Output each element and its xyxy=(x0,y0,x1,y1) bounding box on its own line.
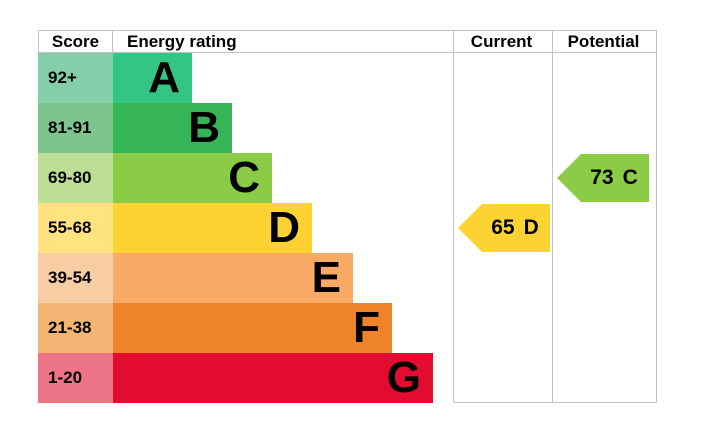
band-score-range: 81-91 xyxy=(38,103,113,153)
band-letter: A xyxy=(148,53,180,102)
band-row: 92+ A xyxy=(38,53,453,103)
current-rating-arrow: 65 D xyxy=(458,204,550,252)
potential-rating-letter: C xyxy=(622,166,638,189)
band-letter: F xyxy=(353,303,380,352)
band-row: 39-54 E xyxy=(38,253,453,303)
band-bar: E xyxy=(113,253,353,303)
band-score-range: 55-68 xyxy=(38,203,113,253)
band-score-range: 39-54 xyxy=(38,253,113,303)
column-separator-line xyxy=(552,30,553,403)
band-row: 21-38 F xyxy=(38,303,453,353)
band-row: 1-20 G xyxy=(38,353,453,403)
band-letter: E xyxy=(311,253,341,302)
band-bar: D xyxy=(113,203,312,253)
band-bar: A xyxy=(113,53,192,103)
current-rating-value: 65 xyxy=(491,216,515,239)
column-separator-line xyxy=(656,30,657,403)
band-bar: B xyxy=(113,103,232,153)
band-letter: G xyxy=(386,353,421,402)
band-score-range: 92+ xyxy=(38,53,113,103)
band-rows: 92+ A 81-91 B 69-80 C 55-68 D 39-54 E 21… xyxy=(38,53,453,403)
band-letter: B xyxy=(188,103,220,152)
band-bar: C xyxy=(113,153,272,203)
table-bottom-border xyxy=(453,402,657,403)
band-letter: C xyxy=(228,153,260,202)
band-bar: F xyxy=(113,303,392,353)
potential-rating-arrow: 73 C xyxy=(557,154,649,202)
band-row: 81-91 B xyxy=(38,103,453,153)
band-score-range: 21-38 xyxy=(38,303,113,353)
band-bar: G xyxy=(113,353,433,403)
header-score: Score xyxy=(38,31,113,52)
column-separator-line xyxy=(453,30,454,403)
current-rating-letter: D xyxy=(523,216,539,239)
chart-header-row: Score Energy rating Current Potential xyxy=(38,30,657,53)
band-letter: D xyxy=(268,203,300,252)
band-row: 55-68 D xyxy=(38,203,453,253)
band-row: 69-80 C xyxy=(38,153,453,203)
epc-energy-rating-chart: Score Energy rating Current Potential 92… xyxy=(38,30,658,403)
band-score-range: 69-80 xyxy=(38,153,113,203)
band-score-range: 1-20 xyxy=(38,353,113,403)
header-potential: Potential xyxy=(567,31,640,51)
header-energy-rating: Energy rating xyxy=(127,31,237,51)
header-current: Current xyxy=(470,31,533,51)
potential-rating-value: 73 xyxy=(590,166,614,189)
